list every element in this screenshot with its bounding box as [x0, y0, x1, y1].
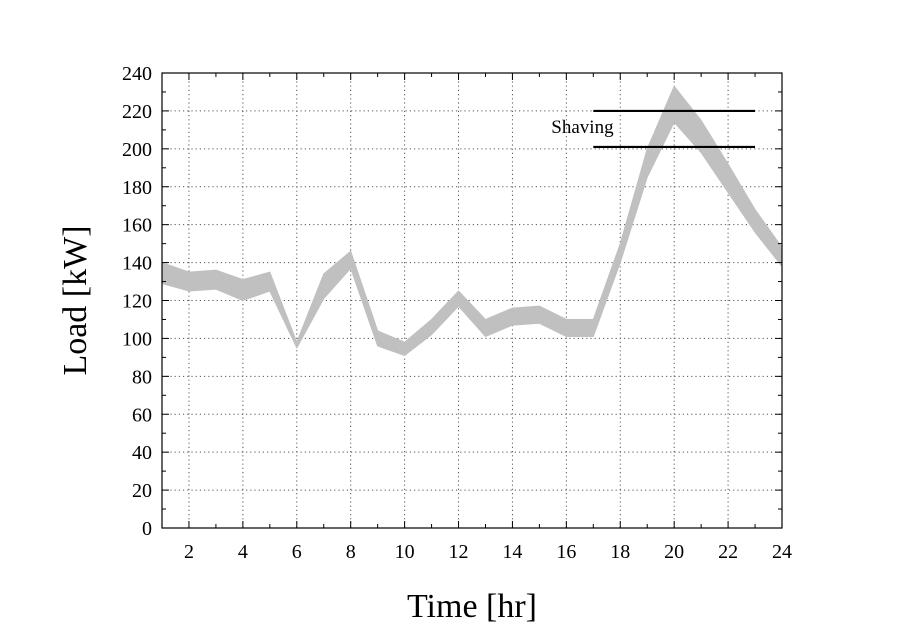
y-tick-label: 140 — [122, 253, 152, 275]
y-tick-label: 240 — [122, 63, 152, 85]
y-tick-label: 160 — [122, 215, 152, 237]
load-band-layer — [161, 85, 783, 357]
x-tick-label: 18 — [610, 541, 630, 563]
load-band — [161, 85, 783, 357]
y-tick-label: 220 — [122, 101, 152, 123]
shaving-annotation: Shaving — [551, 109, 756, 149]
x-tick-label: 24 — [772, 541, 792, 563]
y-tick-labels: 0 20 40 60 80 100 120 140 160 180 200 220 240 — [122, 63, 152, 540]
x-tick-label: 20 — [664, 541, 684, 563]
y-tick-label: 200 — [122, 139, 152, 161]
y-tick-label: 0 — [142, 518, 152, 540]
y-tick-label: 180 — [122, 177, 152, 199]
x-tick-label: 12 — [449, 541, 469, 563]
x-tick-label: 4 — [238, 541, 248, 563]
x-tick-labels: 2 4 6 8 10 12 14 16 18 20 22 24 — [184, 541, 792, 563]
y-axis-label: Load [kW] — [57, 225, 94, 375]
x-tick-label: 16 — [556, 541, 576, 563]
x-tick-label: 2 — [184, 541, 194, 563]
x-tick-label: 14 — [502, 541, 522, 563]
ticks — [161, 72, 783, 529]
y-tick-label: 100 — [122, 328, 152, 350]
y-tick-label: 20 — [132, 480, 152, 502]
shaving-label: Shaving — [551, 117, 614, 138]
y-tick-label: 60 — [132, 404, 152, 426]
x-tick-label: 6 — [292, 541, 302, 563]
x-axis-label: Time [hr] — [407, 588, 537, 625]
x-tick-label: 22 — [718, 541, 738, 563]
grid — [162, 73, 782, 528]
x-tick-label: 8 — [346, 541, 356, 563]
y-tick-label: 40 — [132, 442, 152, 464]
y-tick-label: 120 — [122, 291, 152, 313]
y-tick-label: 80 — [132, 366, 152, 388]
x-tick-label: 10 — [395, 541, 415, 563]
